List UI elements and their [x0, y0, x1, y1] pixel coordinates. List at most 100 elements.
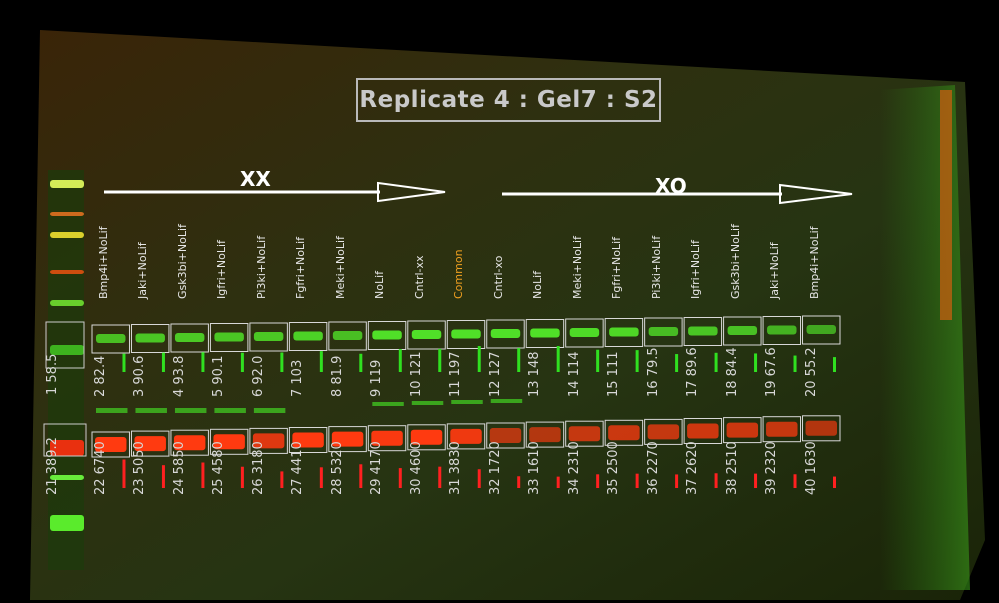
green-band: [174, 333, 205, 342]
red-band-box: [644, 418, 683, 445]
red-band-box: [367, 425, 407, 452]
red-value-bar: [477, 469, 481, 488]
green-value-label: 10 121: [408, 351, 424, 398]
lane-name-label: Gsk3bi+NoLif: [175, 224, 189, 299]
secondary-band: [372, 402, 404, 406]
lane-name-label: Cntrl-xo: [491, 255, 505, 299]
lane-name-label: Meki+NoLif: [570, 236, 584, 299]
green-value-label: 12 127: [487, 351, 503, 398]
green-value-bar: [161, 352, 165, 372]
green-band: [806, 325, 836, 334]
secondary-band: [214, 408, 246, 413]
green-value-label: 11 197: [448, 351, 464, 398]
red-band: [371, 430, 403, 446]
green-band-box: [486, 319, 525, 349]
green-band-box: [446, 320, 486, 349]
group-label-xo: XO: [655, 174, 687, 198]
gel-title: Replicate 4 : Gel7 : S2: [356, 78, 661, 122]
green-band: [490, 329, 521, 338]
red-band: [726, 422, 759, 438]
lane-name-label: Bmp4i+NoLif: [97, 226, 110, 299]
green-band: [293, 331, 323, 341]
green-value-label: 8 81.9: [329, 355, 345, 397]
ladder-band: [50, 345, 84, 355]
red-band: [489, 428, 522, 443]
green-value-label: 9 119: [369, 359, 385, 397]
red-value-bar: [793, 474, 797, 488]
group-arrows: [104, 181, 853, 205]
red-value-bar: [122, 459, 126, 488]
red-value-label: 35 2500: [606, 441, 622, 495]
green-value-bar: [833, 357, 836, 372]
green-band-box: [130, 324, 170, 353]
green-value-label: 18 84.4: [724, 347, 740, 397]
green-value-bar: [240, 352, 244, 372]
green-value-bar: [122, 353, 126, 372]
ladder-band: [50, 475, 84, 480]
green-band-box: [525, 319, 565, 348]
red-value-bar: [438, 466, 442, 488]
red-band-box: [486, 422, 525, 449]
red-value-label: 26 3180: [250, 441, 266, 495]
red-band: [410, 429, 443, 445]
ladder-red-box: [43, 423, 87, 457]
green-band-box: [723, 316, 762, 346]
lane-name-label: Jaki+NoLif: [768, 242, 782, 299]
green-value-bar: [793, 355, 797, 372]
secondary-band: [253, 408, 286, 413]
red-band-box: [802, 415, 841, 442]
green-band: [372, 330, 402, 340]
red-band: [647, 424, 680, 440]
red-value-label: 27 4410: [290, 441, 306, 495]
green-band: [767, 325, 797, 335]
lane-name-label: Meki+NoLif: [333, 236, 347, 299]
green-value-bar: [319, 351, 323, 372]
lane-name-label: Fgfri+NoLif: [610, 237, 624, 299]
red-band-box: [407, 424, 446, 451]
green-value-label: 14 114: [566, 351, 582, 398]
green-value-bar: [359, 353, 363, 372]
green-band-box: [328, 321, 367, 351]
secondary-band: [411, 401, 444, 405]
red-band-box: [565, 420, 604, 447]
ladder-band: [50, 515, 84, 531]
xx-arrow-head: [377, 181, 446, 203]
red-band: [450, 428, 482, 444]
red-value-bar: [398, 468, 402, 488]
red-band: [568, 426, 601, 442]
green-value-bar: [280, 352, 284, 372]
red-value-label: 24 5850: [171, 441, 187, 495]
red-band: [213, 434, 245, 450]
red-band-box: [723, 417, 762, 444]
red-value-bar: [240, 466, 244, 488]
red-value-label: 28 5320: [329, 441, 345, 495]
red-value-bar: [359, 464, 363, 488]
green-band: [214, 332, 244, 342]
secondary-band: [174, 408, 207, 413]
green-band: [332, 331, 363, 340]
red-value-bar: [556, 476, 560, 488]
lane-name-label: Pi3ki+NoLif: [649, 235, 663, 299]
red-band-box: [288, 427, 328, 453]
green-band: [727, 326, 758, 335]
red-value-label: 31 3830: [448, 441, 464, 495]
green-band-box: [644, 317, 683, 347]
red-band-box: [446, 423, 486, 450]
red-value-bar: [675, 474, 679, 488]
red-value-label: 38 2510: [724, 441, 740, 495]
red-value-bar: [596, 474, 600, 488]
lane-name-label: Igfri+NoLif: [215, 240, 229, 299]
red-value-label: 23 5050: [132, 441, 148, 495]
green-value-bar: [675, 354, 679, 372]
green-band: [688, 326, 718, 336]
green-value-label: 17 89.6: [685, 347, 701, 397]
red-value-label: 40 1630: [803, 441, 819, 495]
green-value-bar: [438, 348, 442, 372]
green-band-box: [683, 317, 723, 346]
red-band: [252, 433, 285, 449]
green-value-label: 3 90.6: [132, 355, 148, 397]
ladder-band: [50, 232, 84, 238]
red-band-box: [328, 426, 367, 453]
green-value-bar: [635, 350, 639, 372]
green-band-box: [762, 316, 802, 345]
